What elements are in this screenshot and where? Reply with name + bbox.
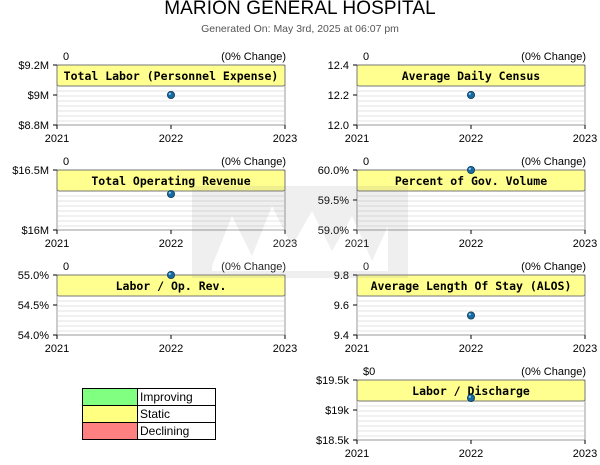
change-percent: (0% Change) bbox=[521, 261, 586, 273]
change-percent: (0% Change) bbox=[521, 51, 586, 63]
y-tick-label: 9.6 bbox=[334, 300, 349, 312]
x-tick-label: 2023 bbox=[573, 343, 597, 355]
title-banner bbox=[356, 274, 586, 297]
x-tick-label: 2022 bbox=[459, 133, 483, 145]
chart-title: Total Operating Revenue bbox=[91, 174, 250, 188]
page-subtitle: Generated On: May 3rd, 2025 at 06:07 pm bbox=[201, 23, 399, 35]
change-value: 0 bbox=[363, 51, 369, 63]
chart-title: Average Daily Census bbox=[402, 69, 540, 83]
data-point bbox=[166, 270, 175, 279]
y-tick-label: $19k bbox=[325, 405, 349, 417]
x-tick-label: 2023 bbox=[273, 238, 297, 250]
change-value: 0 bbox=[363, 261, 369, 273]
chart-panel-2: 0 (0% Change) Average Daily Census 12.0 12.2… bbox=[328, 51, 598, 145]
y-tick-label: $16.5M bbox=[12, 165, 49, 177]
y-tick-label: 12.2 bbox=[328, 90, 349, 102]
data-point-highlight bbox=[468, 92, 471, 95]
x-tick-label: 2023 bbox=[273, 133, 297, 145]
data-point bbox=[466, 311, 475, 320]
change-percent: (0% Change) bbox=[221, 51, 286, 63]
change-value: $0 bbox=[363, 366, 375, 378]
change-percent: (0% Change) bbox=[521, 156, 586, 168]
x-tick-label: 2022 bbox=[159, 343, 183, 355]
chart-title: Percent of Gov. Volume bbox=[395, 174, 547, 188]
y-tick-label: $18.5k bbox=[316, 435, 350, 447]
y-tick-label: 9.8 bbox=[334, 270, 349, 282]
x-tick-label: 2022 bbox=[159, 238, 183, 250]
data-point bbox=[466, 165, 475, 174]
y-tick-label: 12.0 bbox=[328, 120, 349, 132]
data-point-highlight bbox=[468, 167, 471, 170]
chart-title: Labor / Op. Rev. bbox=[116, 279, 227, 293]
y-tick-label: 59.0% bbox=[318, 225, 349, 237]
y-tick-label: 54.5% bbox=[18, 300, 49, 312]
y-tick-label: 60.0% bbox=[318, 165, 349, 177]
x-tick-label: 2021 bbox=[345, 343, 369, 355]
y-tick-label: $9.2M bbox=[18, 60, 49, 72]
legend-label-improving: Improving bbox=[137, 388, 216, 406]
legend-label-declining: Declining bbox=[137, 422, 216, 440]
y-tick-label: $8.8M bbox=[18, 120, 49, 132]
title-banner bbox=[356, 64, 586, 87]
chart-panel-3: 0 (0% Change) Total Operating Revenue $16M $… bbox=[12, 156, 297, 250]
legend: Improving Static Declining bbox=[82, 388, 216, 440]
x-tick-label: 2023 bbox=[573, 448, 597, 460]
legend-row-static: Static bbox=[82, 405, 216, 423]
chart-panel-7: $0 (0% Change) Labor / Discharge $18.5k $19k… bbox=[316, 366, 597, 460]
chart-panel-6: 0 (0% Change) Average Length Of Stay (ALOS… bbox=[334, 261, 598, 355]
chart-panel-5: 0 (0% Change) Labor / Op. Rev. 54.0% 54.5% 55… bbox=[18, 261, 297, 355]
x-tick-label: 2023 bbox=[573, 133, 597, 145]
data-point-highlight bbox=[168, 272, 171, 275]
chart-panel-4: 0 (0% Change) Percent of Gov. Volume 59.0% 5… bbox=[318, 156, 597, 250]
y-tick-label: $9M bbox=[28, 90, 49, 102]
change-value: 0 bbox=[63, 156, 69, 168]
x-tick-label: 2022 bbox=[459, 448, 483, 460]
y-tick-label: 55.0% bbox=[18, 270, 49, 282]
chart-title: Total Labor (Personnel Expense) bbox=[64, 69, 279, 83]
data-point bbox=[166, 91, 175, 100]
change-value: 0 bbox=[363, 156, 369, 168]
data-point-highlight bbox=[168, 92, 171, 95]
data-point-highlight bbox=[168, 191, 171, 194]
data-point bbox=[466, 91, 475, 100]
x-tick-label: 2021 bbox=[345, 133, 369, 145]
page-title: MARION GENERAL HOSPITAL bbox=[164, 0, 436, 19]
y-tick-label: 9.4 bbox=[334, 330, 349, 342]
legend-swatch-improving bbox=[82, 388, 138, 406]
y-tick-label: 12.4 bbox=[328, 60, 349, 72]
x-tick-label: 2021 bbox=[345, 238, 369, 250]
x-tick-label: 2022 bbox=[159, 133, 183, 145]
legend-swatch-declining bbox=[82, 422, 138, 440]
legend-row-declining: Declining bbox=[82, 422, 216, 440]
x-tick-label: 2021 bbox=[345, 448, 369, 460]
legend-swatch-static bbox=[82, 405, 138, 423]
y-tick-label: $19.5k bbox=[316, 375, 350, 387]
x-tick-label: 2021 bbox=[45, 343, 69, 355]
data-point-highlight bbox=[468, 313, 471, 316]
change-percent: (0% Change) bbox=[221, 156, 286, 168]
title-banner bbox=[56, 64, 286, 87]
change-value: 0 bbox=[63, 51, 69, 63]
legend-label-static: Static bbox=[137, 405, 216, 423]
legend-row-improving: Improving bbox=[82, 388, 216, 406]
x-tick-label: 2021 bbox=[45, 133, 69, 145]
x-tick-label: 2021 bbox=[45, 238, 69, 250]
x-tick-label: 2023 bbox=[273, 343, 297, 355]
x-tick-label: 2023 bbox=[573, 238, 597, 250]
y-tick-label: $16M bbox=[21, 225, 49, 237]
data-point bbox=[466, 393, 475, 402]
chart-title: Average Length Of Stay (ALOS) bbox=[371, 279, 572, 293]
change-percent: (0% Change) bbox=[221, 261, 286, 273]
change-value: 0 bbox=[63, 261, 69, 273]
chart-panel-1: 0 (0% Change) Total Labor (Personnel Expen… bbox=[18, 51, 297, 145]
data-point bbox=[166, 189, 175, 198]
change-percent: (0% Change) bbox=[521, 366, 586, 378]
data-point-highlight bbox=[468, 395, 471, 398]
x-tick-label: 2022 bbox=[459, 343, 483, 355]
x-tick-label: 2022 bbox=[459, 238, 483, 250]
y-tick-label: 59.5% bbox=[318, 195, 349, 207]
y-tick-label: 54.0% bbox=[18, 330, 49, 342]
chart-title: Labor / Discharge bbox=[412, 384, 530, 398]
